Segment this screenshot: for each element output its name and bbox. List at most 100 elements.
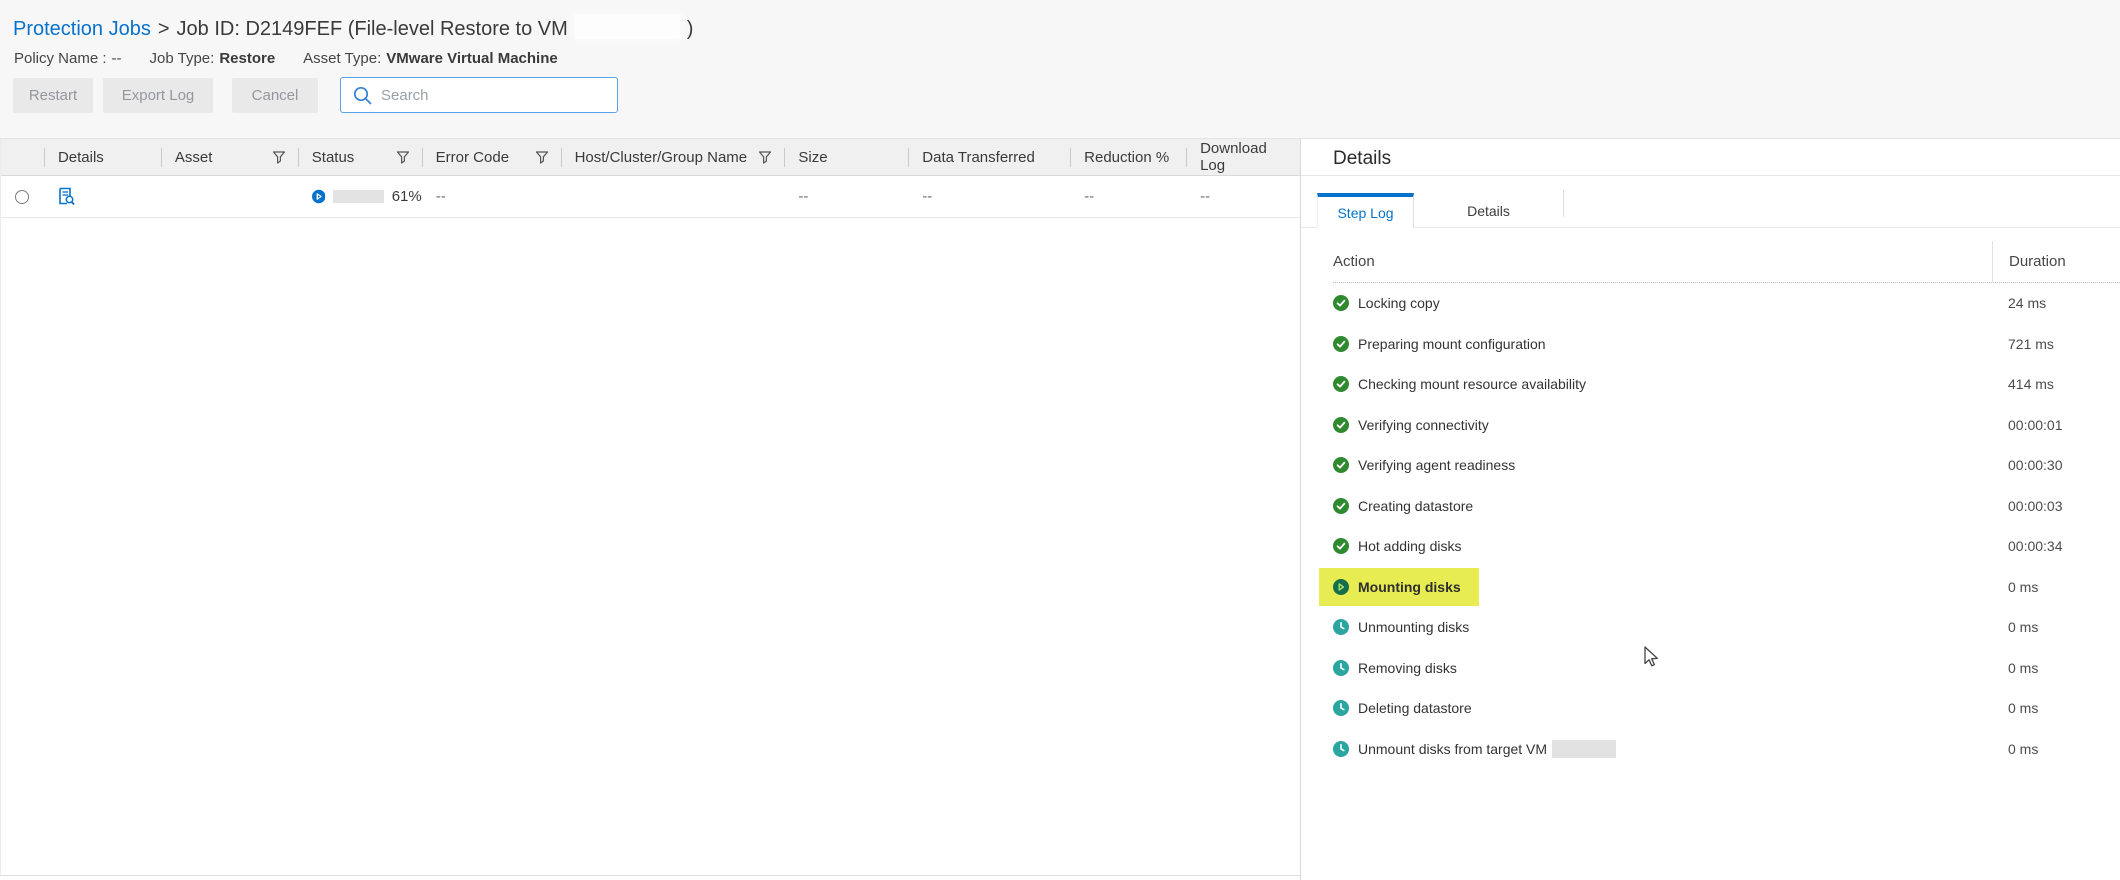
step-duration: 721 ms (2008, 335, 2054, 352)
export-log-button[interactable]: Export Log (103, 77, 213, 113)
step-log-row[interactable]: Verifying connectivity 00:00:01 (1301, 405, 2120, 446)
step-label: Unmount disks from target VM (1358, 740, 1548, 757)
step-label: Hot adding disks (1358, 538, 1462, 555)
asset-type-label: Asset Type: (303, 50, 382, 67)
step-label: Verifying agent readiness (1358, 457, 1516, 474)
filter-icon[interactable] (396, 150, 410, 164)
step-label: Deleting datastore (1358, 700, 1472, 717)
step-pending-icon (1333, 740, 1349, 757)
column-label: Status (311, 148, 355, 166)
cell-error-code: -- (435, 188, 446, 205)
breadcrumb-link-protection-jobs[interactable]: Protection Jobs (13, 18, 151, 40)
progress-percent-label: 61% (391, 188, 422, 205)
breadcrumb: Protection Jobs > Job ID: D2149FEF (File… (0, 0, 2120, 41)
step-duration: 0 ms (2008, 659, 2039, 676)
table-column-header (1, 139, 44, 175)
step-success-icon (1333, 416, 1349, 433)
job-type-label: Job Type: (149, 50, 215, 67)
search-icon (353, 86, 372, 105)
cell-data-transferred: -- (922, 188, 933, 205)
search-input[interactable] (340, 77, 618, 113)
row-details-icon[interactable] (58, 187, 75, 206)
step-pending-icon (1333, 659, 1349, 676)
main-content: Details Asset Status Error Code Host/Clu… (0, 139, 2120, 880)
tab-step-log[interactable]: Step Log (1317, 193, 1414, 228)
table-column-header: Size (784, 139, 908, 175)
step-label: Preparing mount configuration (1358, 335, 1546, 352)
step-label: Creating datastore (1358, 497, 1474, 514)
step-log-row[interactable]: Hot adding disks 00:00:34 (1301, 526, 2120, 567)
row-radio-button[interactable] (15, 189, 30, 204)
step-log-row[interactable]: Unmounting disks 0 ms (1301, 607, 2120, 648)
step-log-list: Locking copy 24 ms Preparing mount confi… (1301, 283, 2120, 769)
filter-icon[interactable] (272, 150, 286, 164)
step-log-header: Action Duration (1333, 228, 2120, 283)
table-column-header: Details (43, 139, 161, 175)
step-success-icon (1333, 497, 1349, 514)
column-label: Download Log (1200, 140, 1267, 174)
step-label: Removing disks (1358, 659, 1457, 676)
column-label: Asset (174, 148, 213, 166)
column-label: Error Code (435, 148, 510, 166)
step-success-icon (1333, 295, 1349, 312)
table-column-header: Host/Cluster/Group Name (560, 139, 785, 175)
step-duration: 00:00:34 (2008, 538, 2063, 555)
step-duration: 00:00:03 (2008, 497, 2063, 514)
restart-button[interactable]: Restart (13, 77, 93, 113)
job-tasks-table: Details Asset Status Error Code Host/Clu… (0, 139, 1300, 876)
page-header: Protection Jobs > Job ID: D2149FEF (File… (0, 0, 2120, 139)
toolbar: Restart Export Log Cancel (13, 77, 2120, 113)
step-duration: 24 ms (2008, 295, 2047, 312)
cell-download-log: -- (1200, 188, 1211, 205)
step-log-row[interactable]: Deleting datastore 0 ms (1301, 688, 2120, 729)
cell-status: 61% (298, 188, 422, 205)
column-label: Size (798, 148, 828, 166)
step-log-row[interactable]: Mounting disks 0 ms (1301, 567, 2120, 608)
policy-name-value: -- (111, 50, 122, 67)
page-title: Job ID: D2149FEF (File-level Restore to … (176, 18, 568, 40)
step-duration: 0 ms (2008, 619, 2039, 636)
action-column-header: Action (1333, 253, 1375, 270)
table-column-header: Asset (160, 139, 298, 175)
cancel-button[interactable]: Cancel (232, 77, 318, 113)
step-log-row[interactable]: Preparing mount configuration 721 ms (1301, 324, 2120, 365)
filter-icon[interactable] (758, 150, 772, 164)
step-duration: 00:00:01 (2008, 416, 2063, 433)
step-pending-icon (1333, 619, 1349, 636)
job-type-value: Restore (219, 50, 276, 67)
asset-type-value: VMware Virtual Machine (386, 50, 558, 67)
step-log-row[interactable]: Checking mount resource availability 414… (1301, 364, 2120, 405)
job-meta: Policy Name : -- Job Type: Restore Asset… (14, 50, 2120, 67)
step-duration: 414 ms (2008, 376, 2054, 393)
step-log-row[interactable]: Verifying agent readiness 00:00:30 (1301, 445, 2120, 486)
table-column-header: Data Transferred (908, 139, 1070, 175)
table-column-header: Reduction % (1070, 139, 1186, 175)
step-log-row[interactable]: Locking copy 24 ms (1301, 283, 2120, 324)
step-label: Checking mount resource availability (1358, 376, 1586, 393)
table-column-header: Error Code (421, 139, 561, 175)
redacted-vm-name-title (574, 15, 680, 39)
redacted-vm-name (1552, 739, 1617, 758)
search-box (340, 77, 618, 113)
step-success-icon (1333, 376, 1349, 393)
progress-bar (333, 190, 384, 203)
tab-details[interactable]: Details (1467, 202, 1510, 219)
table-row: 61% -- -- -- -- -- (1, 176, 1300, 218)
column-label: Data Transferred (922, 148, 1035, 166)
filter-icon[interactable] (535, 150, 549, 164)
step-duration: 0 ms (2008, 700, 2039, 717)
breadcrumb-separator: > (157, 18, 170, 40)
page-title-close-paren: ) (686, 18, 694, 40)
step-duration: 00:00:30 (2008, 457, 2063, 474)
table-header-row: Details Asset Status Error Code Host/Clu… (1, 139, 1300, 176)
table-column-header: Download Log (1186, 139, 1300, 175)
cell-reduction: -- (1084, 188, 1095, 205)
table-column-header: Status (297, 139, 422, 175)
step-log-row[interactable]: Creating datastore 00:00:03 (1301, 486, 2120, 527)
step-success-icon (1333, 335, 1349, 352)
step-log-row[interactable]: Removing disks 0 ms (1301, 648, 2120, 689)
step-success-icon (1333, 457, 1349, 474)
step-pending-icon (1333, 700, 1349, 717)
step-log-row[interactable]: Unmount disks from target VM 0 ms (1301, 729, 2120, 770)
